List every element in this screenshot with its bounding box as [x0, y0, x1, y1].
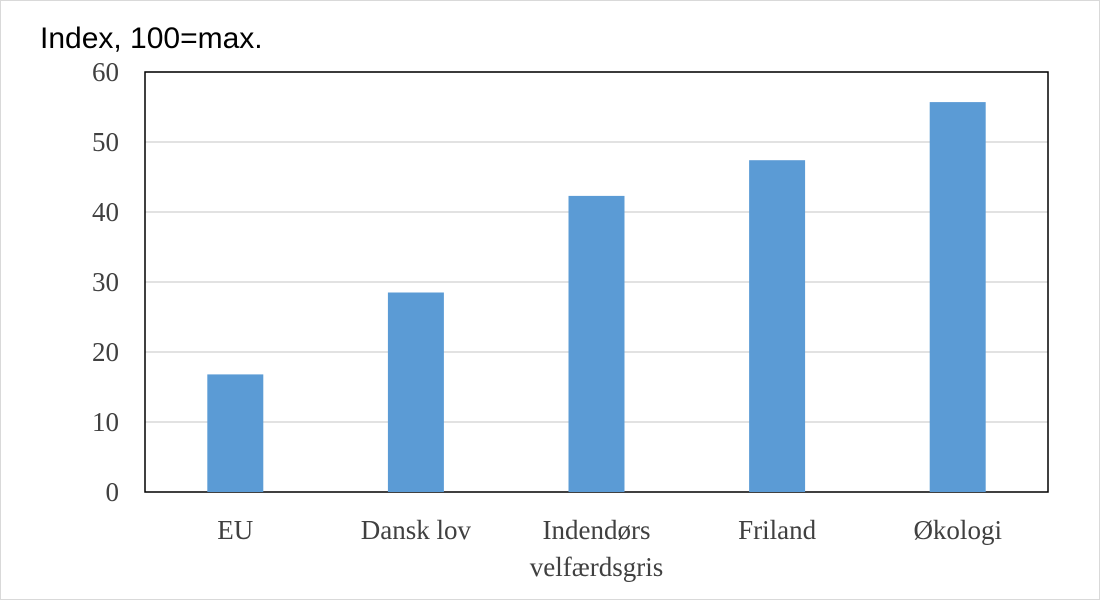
y-tick-label-20: 20 [92, 337, 119, 367]
y-tick-label-0: 0 [106, 477, 120, 507]
y-tick-label-60: 60 [92, 57, 119, 87]
x-tick-label-0: EU [217, 515, 253, 545]
y-tick-label-50: 50 [92, 127, 119, 157]
x-tick-label-3: Friland [738, 515, 816, 545]
y-axis-title: Index, 100=max. [40, 22, 263, 55]
bar-1 [387, 292, 444, 492]
x-tick-label-1: Dansk lov [361, 515, 472, 545]
bar-3 [749, 160, 806, 492]
y-tick-label-10: 10 [92, 407, 119, 437]
x-tick-label-4: Økologi [913, 515, 1002, 545]
y-tick-label-30: 30 [92, 267, 119, 297]
x-tick-label-2-line-0: Indendørs [543, 515, 651, 545]
bar-2 [568, 195, 625, 492]
bar-0 [207, 374, 264, 492]
y-tick-label-40: 40 [92, 197, 119, 227]
bar-4 [929, 102, 986, 492]
x-tick-label-2-line-1: velfærdsgris [530, 552, 663, 582]
